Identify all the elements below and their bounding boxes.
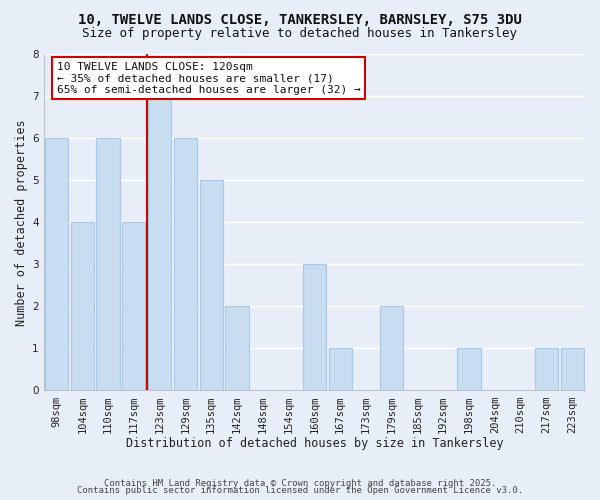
Text: Contains public sector information licensed under the Open Government Licence v3: Contains public sector information licen… xyxy=(77,486,523,495)
Bar xyxy=(380,306,403,390)
Bar xyxy=(535,348,558,391)
Bar xyxy=(560,348,584,391)
Y-axis label: Number of detached properties: Number of detached properties xyxy=(15,119,28,326)
Bar xyxy=(457,348,481,391)
Bar xyxy=(226,306,248,390)
Bar xyxy=(122,222,145,390)
Bar xyxy=(329,348,352,391)
Text: 10 TWELVE LANDS CLOSE: 120sqm
← 35% of detached houses are smaller (17)
65% of s: 10 TWELVE LANDS CLOSE: 120sqm ← 35% of d… xyxy=(57,62,361,95)
Bar xyxy=(71,222,94,390)
Bar xyxy=(303,264,326,390)
Text: Contains HM Land Registry data © Crown copyright and database right 2025.: Contains HM Land Registry data © Crown c… xyxy=(104,478,496,488)
Bar xyxy=(45,138,68,390)
Text: 10, TWELVE LANDS CLOSE, TANKERSLEY, BARNSLEY, S75 3DU: 10, TWELVE LANDS CLOSE, TANKERSLEY, BARN… xyxy=(78,12,522,26)
X-axis label: Distribution of detached houses by size in Tankersley: Distribution of detached houses by size … xyxy=(125,437,503,450)
Bar xyxy=(174,138,197,390)
Bar xyxy=(200,180,223,390)
Bar xyxy=(97,138,119,390)
Text: Size of property relative to detached houses in Tankersley: Size of property relative to detached ho… xyxy=(83,28,517,40)
Bar xyxy=(148,96,171,390)
